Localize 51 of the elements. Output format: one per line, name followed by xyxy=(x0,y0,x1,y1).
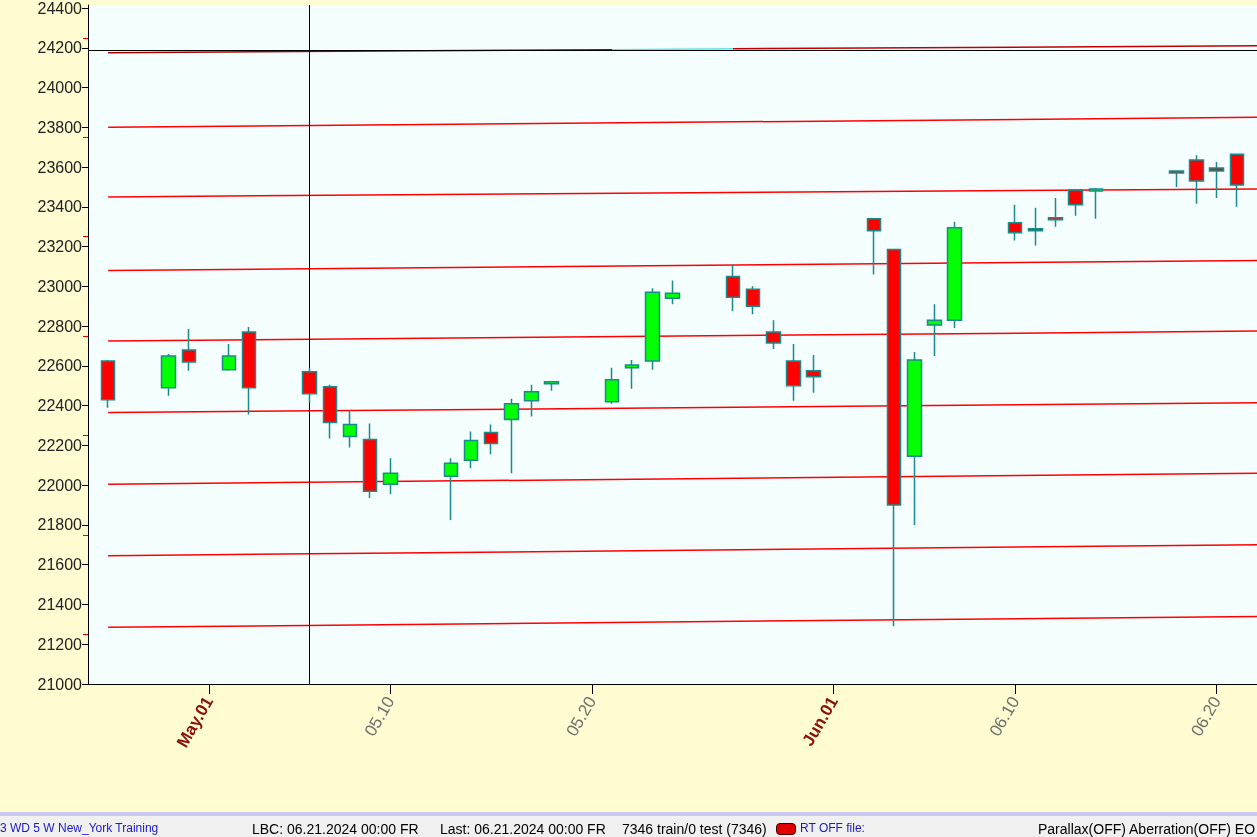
text: 7346 train/0 test (7346) xyxy=(622,821,767,837)
text: Parallax(OFF) Aberration(OFF) EO xyxy=(1038,821,1256,837)
text: Last: 06.21.2024 00:00 FR xyxy=(440,821,606,837)
candlestick xyxy=(604,367,620,405)
candlestick xyxy=(785,343,802,402)
candlestick xyxy=(483,423,499,456)
y-tick-label: 21800 xyxy=(37,516,83,534)
y-tick-label: 24200 xyxy=(37,39,83,57)
candlestick xyxy=(463,430,479,470)
candlestick xyxy=(1007,204,1023,242)
y-tick-label: 24000 xyxy=(37,79,83,97)
y-tick-label: 24400 xyxy=(37,0,83,17)
y-tick-label: 23400 xyxy=(37,198,83,216)
candlestick xyxy=(382,457,399,495)
y-tick-label: 22000 xyxy=(37,476,83,494)
candlestick xyxy=(805,354,822,394)
y-tick-label: 23200 xyxy=(37,238,83,256)
y-tick-label: 21000 xyxy=(37,675,83,693)
candlestick xyxy=(301,367,318,404)
text: RT OFF file: xyxy=(800,821,865,835)
y-tick-label: 21600 xyxy=(37,556,83,574)
candlestick xyxy=(160,353,177,397)
y-tick-label: 23600 xyxy=(37,158,83,176)
candlestick xyxy=(1027,207,1044,247)
y-tick-label: 22400 xyxy=(37,397,83,415)
y-tick-label: 21200 xyxy=(37,635,83,653)
candlestick xyxy=(1047,197,1064,228)
candlestick xyxy=(644,287,661,371)
y-tick-label: 23000 xyxy=(37,277,83,295)
candlestick xyxy=(1168,170,1185,188)
candlestick xyxy=(906,351,923,526)
y-tick-label: 21400 xyxy=(37,595,83,613)
candlestick xyxy=(523,384,540,418)
candlestick xyxy=(503,397,520,474)
candlestick xyxy=(221,343,237,372)
text: 3 WD 5 W New_York Training xyxy=(0,821,159,835)
candlestick xyxy=(946,220,963,329)
candlestick xyxy=(543,381,560,392)
candlestick xyxy=(624,359,640,390)
text: LBC: 06.21.2024 00:00 FR xyxy=(252,821,419,837)
y-tick-label: 22800 xyxy=(37,317,83,335)
candlestick xyxy=(926,303,943,357)
candlestick xyxy=(745,285,761,315)
y-tick-label: 22200 xyxy=(37,436,83,454)
candlestick xyxy=(664,279,681,305)
candlestick xyxy=(100,359,116,409)
y-tick-label: 23800 xyxy=(37,118,83,136)
y-tick-label: 22600 xyxy=(37,357,83,375)
candlestick xyxy=(443,457,459,521)
candlestick xyxy=(342,409,358,449)
candlestick xyxy=(1088,187,1104,220)
